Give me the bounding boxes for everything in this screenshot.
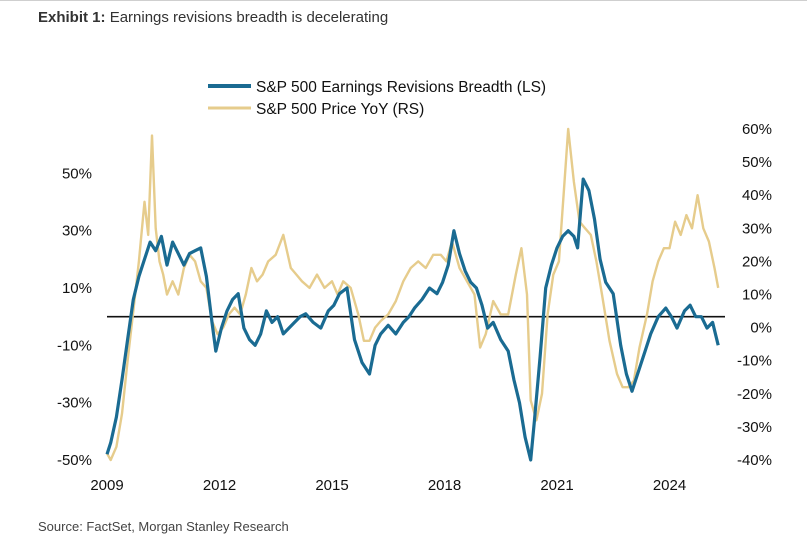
legend-label-price-yoy: S&P 500 Price YoY (RS) xyxy=(256,101,424,118)
right-tick-label: -20% xyxy=(737,386,772,403)
right-tick-label: -40% xyxy=(737,452,772,469)
x-tick-label: 2012 xyxy=(203,477,236,494)
exhibit-title-text: Earnings revisions breadth is decelerati… xyxy=(109,9,389,26)
axis-layer: 50% 30% 10% -10% -30% -50% 60% 50% 40% 30% 20% 10% 0… xyxy=(57,121,772,494)
x-tick-label: 2009 xyxy=(90,477,123,494)
series-line-revisions-breadth xyxy=(105,177,720,462)
legend: S&P 500 Earnings Revisions Breadth (LS) S… xyxy=(208,79,546,118)
source-note: Source: FactSet, Morgan Stanley Research xyxy=(38,519,289,534)
right-tick-label: 50% xyxy=(742,154,772,171)
x-tick-label: 2024 xyxy=(653,477,686,494)
top-rule xyxy=(0,0,807,1)
right-tick-label: 10% xyxy=(742,287,772,304)
x-tick-label: 2018 xyxy=(428,477,461,494)
right-tick-label: 60% xyxy=(742,121,772,138)
exhibit-title: Exhibit 1: Earnings revisions breadth is… xyxy=(38,9,388,26)
left-tick-label: 30% xyxy=(62,223,92,240)
left-tick-label: 50% xyxy=(62,165,92,182)
left-tick-label: -10% xyxy=(57,337,92,354)
right-tick-label: -30% xyxy=(737,419,772,436)
left-tick-label: 10% xyxy=(62,280,92,297)
left-tick-label: -30% xyxy=(57,395,92,412)
legend-label-revisions-breadth: S&P 500 Earnings Revisions Breadth (LS) xyxy=(256,79,546,96)
exhibit-label: Exhibit 1: xyxy=(38,9,106,26)
series-layer xyxy=(105,127,720,462)
x-tick-label: 2015 xyxy=(315,477,348,494)
right-tick-label: 40% xyxy=(742,187,772,204)
series-line-price-yoy xyxy=(105,127,720,462)
right-tick-label: 20% xyxy=(742,253,772,270)
right-tick-label: 0% xyxy=(750,320,772,337)
right-tick-label: -10% xyxy=(737,353,772,370)
x-tick-label: 2021 xyxy=(540,477,573,494)
right-tick-label: 30% xyxy=(742,220,772,237)
left-tick-label: -50% xyxy=(57,452,92,469)
